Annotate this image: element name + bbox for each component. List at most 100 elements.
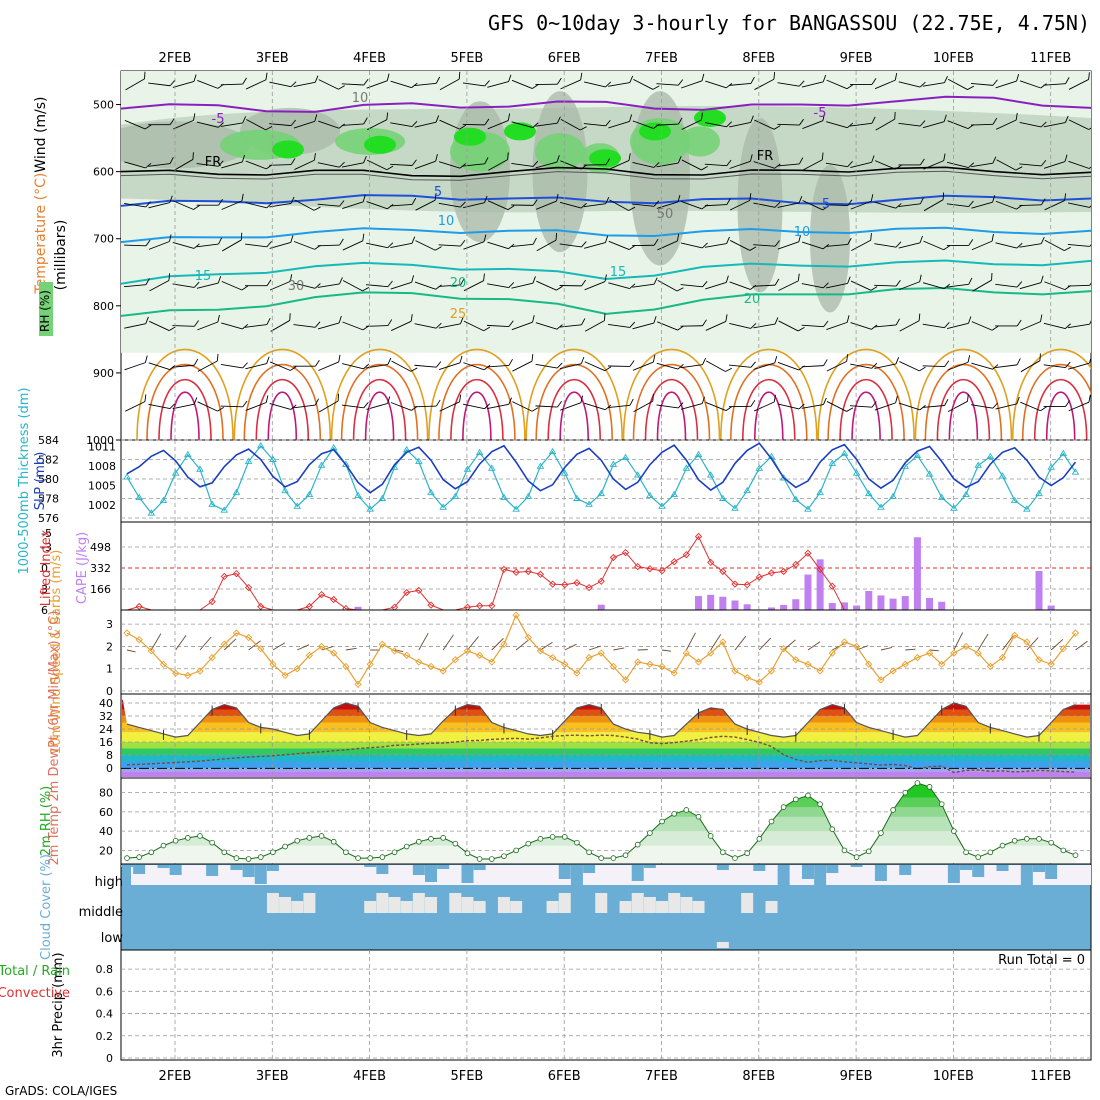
low-contour-arch <box>450 379 504 440</box>
wind-barb <box>657 321 684 331</box>
barb-feather <box>605 81 612 88</box>
rh2m-marker <box>610 855 617 861</box>
barb-feather <box>265 395 269 403</box>
wind10-barb <box>515 639 529 651</box>
cape-bar <box>707 594 715 610</box>
wind-barb <box>439 394 462 412</box>
barb-shaft <box>391 360 412 372</box>
wind-barb <box>898 158 925 166</box>
wind-barb <box>705 314 728 331</box>
thickness-marker <box>597 489 606 497</box>
wind-barb <box>221 322 249 330</box>
wind-barb <box>680 242 708 249</box>
barb-feather <box>871 401 877 408</box>
low-contour-arch <box>462 391 492 440</box>
wind-barb <box>390 197 417 207</box>
barb-shaft <box>148 403 171 409</box>
barb-shaft <box>680 242 703 249</box>
wind-barb <box>801 282 829 289</box>
wind-barb <box>996 159 1023 171</box>
precip-frame <box>120 949 1092 1061</box>
cloud-high-cell <box>376 865 389 874</box>
barb-feather <box>217 276 222 284</box>
contour-label: 15 <box>610 265 627 280</box>
cloud-middle-gap <box>631 893 644 913</box>
upper-air-vertical-grid <box>174 71 1052 440</box>
bottom-date-label: 8FEB <box>742 1069 775 1084</box>
barb-feather <box>797 327 805 332</box>
wind-barb <box>511 79 539 89</box>
temp-band <box>122 742 1090 749</box>
barb-shaft <box>535 122 558 127</box>
bottom-date-label: 2FEB <box>159 1069 192 1084</box>
wind10-barb <box>1026 637 1039 651</box>
lifted-index-marker <box>621 548 630 557</box>
barb-shaft <box>245 79 267 90</box>
cloud-high-cell <box>230 865 243 870</box>
wind10-marker <box>816 667 824 675</box>
lifted-index-marker <box>524 567 532 576</box>
cloud-middle-gap <box>425 897 437 913</box>
cloud-high-cell <box>242 865 255 877</box>
wind-barb <box>995 242 1023 249</box>
barb-feather <box>1040 121 1047 128</box>
rh2m-marker <box>805 792 811 799</box>
wind10-marker <box>889 667 897 675</box>
cloud-high-cell <box>206 865 219 876</box>
cape-label: CAPE (J/kg) <box>75 532 90 604</box>
barb-shaft <box>390 281 412 290</box>
wind-barb <box>874 72 898 90</box>
barb-shaft <box>438 362 461 371</box>
pressure-unit-label: (millibars) <box>53 220 69 291</box>
barb-shaft <box>922 365 945 368</box>
lifted-index-marker <box>561 581 569 589</box>
wind-barb <box>704 198 731 207</box>
rh2m-marker <box>513 847 519 854</box>
barb-feather <box>411 197 417 205</box>
isotherm-FR-second <box>121 170 1091 181</box>
barb-shaft <box>197 321 219 331</box>
barb-feather <box>604 274 607 282</box>
wind10-marker <box>901 660 909 668</box>
barb-shaft <box>826 401 847 412</box>
wind-barb <box>898 81 926 88</box>
barb-feather <box>992 195 996 203</box>
wind-barb <box>874 241 902 248</box>
wind10-marker <box>244 633 253 642</box>
low-contour-arch <box>936 379 991 440</box>
barb-feather <box>168 273 171 281</box>
wind-barb <box>269 196 295 208</box>
thickness-label: 1000-500mb Thickness (dm) <box>17 387 32 574</box>
cape-bar <box>889 598 897 610</box>
rh2m-marker <box>622 852 629 858</box>
wind10-marker <box>682 649 690 657</box>
barb-shaft <box>922 282 945 290</box>
thickness-marker <box>864 489 873 497</box>
wind-barb <box>971 362 999 370</box>
wind-barb <box>656 79 684 86</box>
barb-feather <box>677 402 684 409</box>
cloud-middle-gap <box>303 893 316 913</box>
thickness-tick-label: 580 <box>38 473 59 486</box>
barb-feather <box>725 275 729 283</box>
thickness-marker <box>1035 489 1043 497</box>
wind10-marker <box>415 658 423 666</box>
wind-barb <box>125 71 146 91</box>
wind-barb <box>971 402 999 409</box>
barb-feather <box>266 279 272 286</box>
barb-feather <box>895 241 902 248</box>
barb-feather <box>1040 83 1047 89</box>
barb-feather <box>508 282 515 288</box>
barb-shaft <box>148 241 170 250</box>
barb-feather <box>870 233 872 241</box>
rh2m-marker <box>270 849 276 856</box>
barb-feather <box>242 362 248 369</box>
temp-band <box>122 755 1090 762</box>
wind-barb <box>536 232 558 252</box>
barb-shaft <box>753 401 775 412</box>
rh2m-marker <box>598 855 605 861</box>
barb-feather <box>677 117 683 125</box>
barb-feather <box>532 199 538 206</box>
wind-barb <box>1068 72 1090 90</box>
wind-barb <box>608 75 634 87</box>
